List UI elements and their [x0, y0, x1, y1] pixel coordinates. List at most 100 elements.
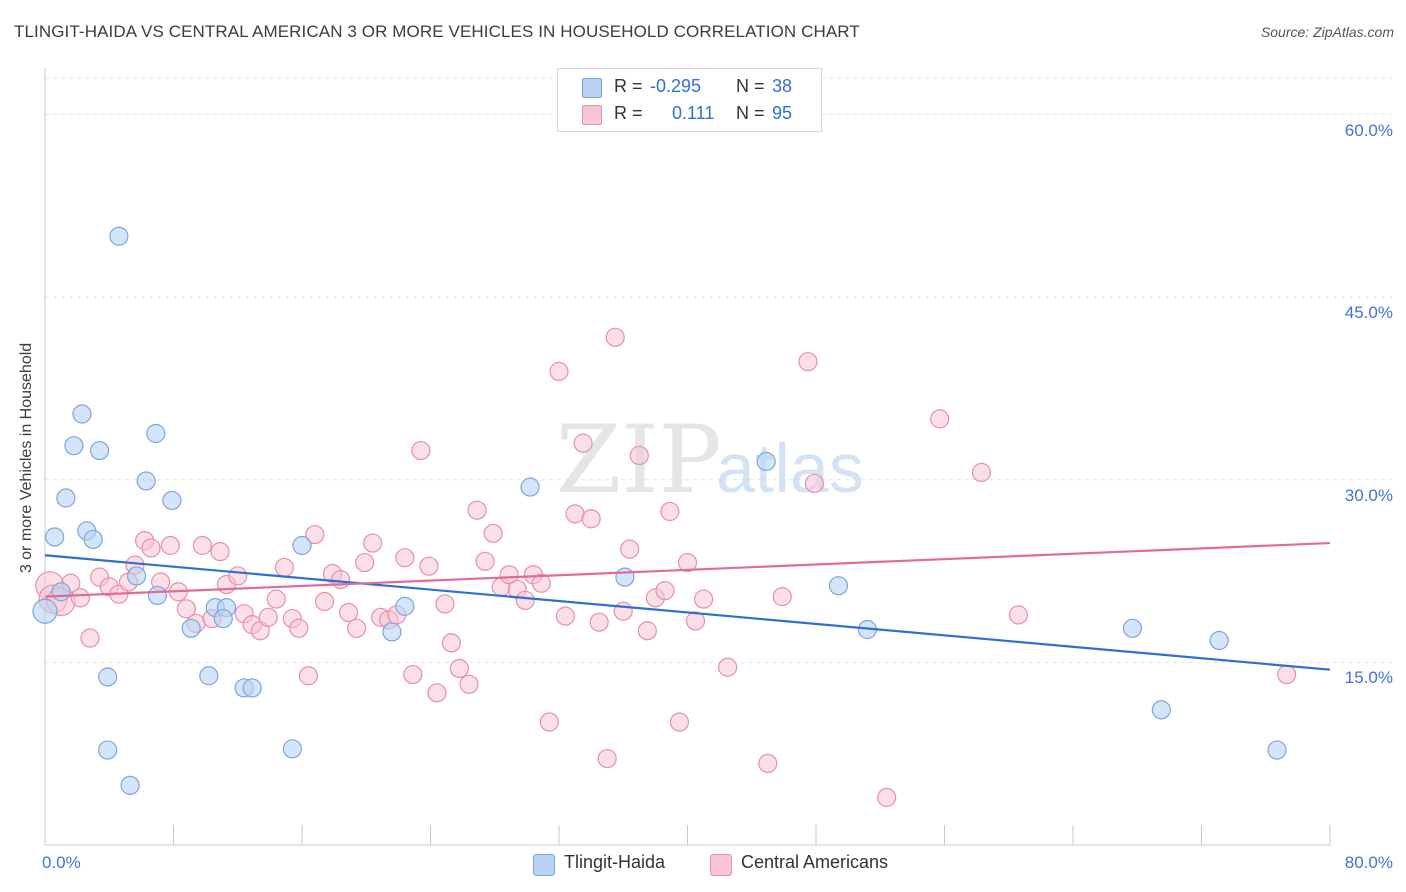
- tlingit-haida-point: [242, 678, 262, 698]
- chart-title: TLINGIT-HAIDA VS CENTRAL AMERICAN 3 OR M…: [14, 22, 860, 41]
- legend-swatch-blue: [582, 78, 602, 98]
- legend-r-value: 0.111: [672, 103, 715, 123]
- central-americans-point: [449, 658, 470, 679]
- central-americans-point: [930, 409, 950, 429]
- tlingit-haida-point: [828, 576, 849, 596]
- tlingit-haida-point: [282, 739, 302, 759]
- tlingit-haida-point: [1209, 630, 1229, 651]
- y-tick-label: 15.0%: [1344, 668, 1393, 688]
- central-americans-point: [160, 535, 180, 556]
- central-americans-point: [620, 539, 640, 559]
- central-americans-point: [798, 352, 818, 372]
- central-americans-point: [403, 664, 423, 685]
- central-americans-point: [228, 566, 248, 586]
- central-americans-point: [637, 621, 657, 641]
- central-americans-point: [483, 523, 503, 543]
- central-americans-point: [80, 628, 100, 648]
- tlingit-haida-point: [109, 226, 129, 246]
- tlingit-haida-point: [72, 404, 92, 424]
- central-americans-point: [804, 473, 824, 494]
- central-americans-point: [347, 618, 367, 638]
- central-americans-point: [718, 657, 738, 677]
- central-americans-point: [660, 501, 680, 522]
- tlingit-haida-point: [147, 585, 168, 606]
- tlingit-haida-trend-line: [44, 554, 1331, 671]
- tlingit-haida-point: [32, 598, 58, 624]
- central-americans-point: [176, 599, 196, 619]
- tlingit-haida-point: [756, 451, 776, 472]
- central-americans-point: [677, 552, 698, 573]
- tlingit-haida-point: [90, 440, 110, 461]
- legend-r-label: R =: [614, 103, 643, 123]
- central-americans-point: [363, 533, 383, 553]
- tlingit-haida-point: [615, 567, 635, 587]
- tlingit-haida-point: [199, 666, 219, 686]
- central-americans-point: [274, 557, 294, 578]
- watermark-atlas: atlas: [716, 429, 864, 507]
- tlingit-haida-point: [1151, 700, 1171, 720]
- y-tick-label: 30.0%: [1344, 485, 1393, 505]
- central-americans-point: [210, 541, 230, 562]
- bottom-legend-swatch-blue: [533, 854, 555, 876]
- central-americans-point: [549, 361, 569, 382]
- central-americans-point: [266, 589, 286, 609]
- central-americans-point: [589, 612, 609, 632]
- central-americans-point: [192, 535, 213, 556]
- x-tick-label-min: 0.0%: [42, 853, 81, 872]
- central-americans-point: [355, 552, 375, 573]
- central-americans-point: [877, 787, 897, 808]
- legend-n-label: N =: [736, 103, 765, 123]
- central-americans-point: [459, 674, 479, 694]
- central-americans-point: [395, 548, 415, 568]
- tlingit-haida-point: [98, 740, 118, 760]
- correlation-legend: R = -0.295 N = 38 R = 0.111 N = 95: [557, 68, 822, 132]
- central-americans-point: [555, 606, 576, 626]
- central-americans-point: [613, 601, 633, 621]
- central-americans-point: [669, 712, 690, 732]
- central-americans-point: [772, 587, 792, 607]
- central-americans-point: [475, 551, 495, 571]
- central-americans-trend-line: [44, 541, 1331, 598]
- central-americans-point: [441, 633, 461, 653]
- tlingit-haida-point: [162, 490, 182, 511]
- central-americans-point: [758, 753, 778, 774]
- tlingit-haida-point: [136, 471, 156, 491]
- central-americans-point: [141, 538, 161, 558]
- central-americans-point: [685, 611, 706, 631]
- bottom-legend-label: Tlingit-Haida: [564, 852, 666, 872]
- central-americans-point: [467, 500, 487, 520]
- central-americans-point: [573, 433, 593, 453]
- legend-r-label: R =: [614, 76, 643, 96]
- legend-r-value: -0.295: [650, 76, 702, 96]
- central-americans-point: [629, 445, 649, 466]
- central-americans-point: [427, 683, 447, 703]
- y-tick-label: 60.0%: [1344, 120, 1393, 140]
- legend-n-value: 95: [772, 103, 793, 123]
- watermark: ZIP atlas: [556, 406, 864, 515]
- central-americans-point: [314, 591, 335, 612]
- central-americans-point: [1277, 664, 1297, 685]
- axes: [44, 68, 1331, 846]
- central-americans-point: [499, 565, 519, 585]
- tlingit-haida-point: [56, 488, 76, 508]
- central-americans-point: [581, 509, 601, 529]
- bottom-legend-label: Central Americans: [741, 852, 889, 872]
- central-americans-point: [971, 462, 992, 483]
- tlingit-haida-points: [32, 226, 1287, 795]
- tlingit-haida-point: [292, 535, 312, 556]
- central-americans-point: [298, 666, 319, 686]
- legend-n-label: N =: [736, 76, 765, 96]
- tlingit-haida-point: [146, 423, 166, 444]
- x-tick-label-max: 80.0%: [1344, 853, 1393, 872]
- central-americans-point: [258, 607, 278, 627]
- tlingit-haida-point: [51, 582, 71, 602]
- trend-lines: [44, 541, 1331, 671]
- tlingit-haida-point: [181, 618, 201, 638]
- tlingit-haida-point: [120, 775, 140, 795]
- tlingit-haida-point: [213, 608, 233, 629]
- tlingit-haida-point: [1122, 618, 1143, 638]
- central-americans-point: [655, 580, 675, 601]
- tlingit-haida-point: [83, 529, 103, 550]
- tlingit-haida-point: [45, 527, 65, 547]
